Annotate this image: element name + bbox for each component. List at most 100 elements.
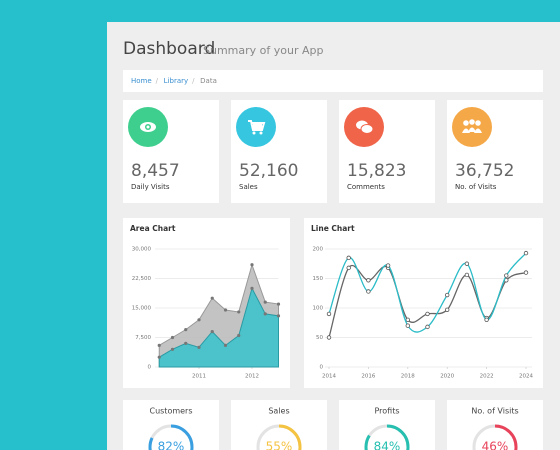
icon — [146, 125, 150, 129]
x-tick-label: 2022 — [480, 374, 494, 380]
y-tick-label: 30,000 — [132, 247, 152, 253]
stat-label: Sales — [239, 183, 258, 191]
point — [425, 311, 430, 317]
point — [445, 307, 450, 312]
point — [223, 308, 228, 312]
icon — [469, 119, 475, 125]
x-tick-label: 2020 — [440, 374, 454, 380]
separator: / — [156, 77, 159, 85]
breadcrumb-item: Data — [200, 77, 217, 85]
gauge-value: 84% — [374, 440, 401, 450]
y-tick-label: 7,500 — [135, 335, 151, 341]
gauge-arc — [472, 424, 518, 450]
breadcrumb-item[interactable]: Home — [131, 77, 152, 85]
separator: / — [192, 77, 195, 85]
point — [197, 345, 201, 349]
point — [464, 272, 470, 278]
gauge-arc — [364, 424, 410, 450]
y-tick-label: 50 — [316, 335, 323, 341]
point — [170, 335, 175, 340]
stat-value: 15,823 — [347, 161, 406, 181]
icon — [463, 120, 469, 126]
point — [276, 314, 281, 318]
point — [223, 343, 228, 347]
point — [366, 289, 371, 294]
icon — [259, 131, 263, 135]
point — [184, 341, 188, 345]
point — [504, 273, 509, 278]
stat-value: 8,457 — [131, 161, 180, 181]
point — [197, 318, 201, 322]
stat-label: No. of Visits — [455, 183, 497, 191]
point — [210, 330, 214, 334]
point — [157, 343, 161, 347]
point — [276, 302, 281, 306]
gauge-title: Profits — [374, 407, 399, 416]
stat-icon — [462, 119, 482, 133]
gauge-title: Customers — [149, 407, 192, 416]
icon — [248, 120, 266, 131]
point — [326, 335, 332, 340]
point — [523, 270, 529, 275]
stat-icon — [356, 120, 374, 134]
stat-value: 36,752 — [455, 161, 514, 181]
icon — [253, 124, 262, 129]
point — [237, 310, 241, 314]
gauge-arc — [256, 424, 302, 450]
icon — [475, 120, 481, 126]
icon — [360, 124, 374, 134]
stat-icon-bg — [452, 107, 492, 147]
y-tick-label: 150 — [313, 276, 324, 282]
stat-label: Daily Visits — [131, 183, 170, 191]
x-tick-label: 2024 — [519, 374, 533, 380]
gauge-value: 82% — [158, 440, 185, 450]
y-tick-label: 100 — [313, 306, 324, 312]
x-tick-label: 2018 — [401, 374, 415, 380]
stat-label: Comments — [347, 183, 385, 191]
stat-icon — [248, 120, 266, 135]
point — [346, 255, 351, 261]
chart-title: Line Chart — [311, 224, 355, 233]
y-tick-label: 22,500 — [132, 276, 152, 282]
gauge-arc — [148, 424, 194, 450]
point — [385, 263, 391, 268]
point — [464, 261, 470, 266]
point — [263, 300, 267, 304]
page-title: Dashboard — [123, 39, 215, 59]
point — [366, 278, 371, 283]
point — [425, 324, 430, 330]
icon — [462, 128, 470, 133]
stat-value: 52,160 — [239, 161, 298, 181]
gauge-value: 46% — [482, 440, 509, 450]
y-tick-label: 15,000 — [132, 306, 152, 312]
point — [237, 333, 241, 338]
chart-title: Area Chart — [130, 224, 176, 233]
breadcrumb-item[interactable]: Library — [164, 77, 188, 85]
point — [250, 263, 254, 267]
stat-icon — [140, 122, 156, 132]
gauge-title: No. of Visits — [471, 407, 518, 416]
x-tick-label: 2014 — [322, 374, 336, 380]
y-tick-label: 200 — [313, 247, 324, 253]
point — [170, 347, 175, 351]
point — [523, 250, 529, 256]
point — [210, 296, 214, 300]
icon — [474, 128, 482, 133]
point — [250, 286, 254, 290]
y-tick-label: 0 — [148, 365, 152, 371]
gauge-title: Sales — [268, 407, 289, 416]
point — [346, 265, 351, 271]
icon — [252, 131, 256, 135]
point — [263, 312, 267, 316]
chart-card — [304, 218, 543, 388]
point — [184, 328, 188, 332]
point — [484, 317, 489, 322]
breadcrumb — [123, 70, 543, 92]
point — [157, 355, 161, 359]
icon — [468, 127, 476, 132]
gauge-value: 55% — [266, 440, 293, 450]
point — [405, 317, 410, 322]
point — [326, 311, 332, 317]
